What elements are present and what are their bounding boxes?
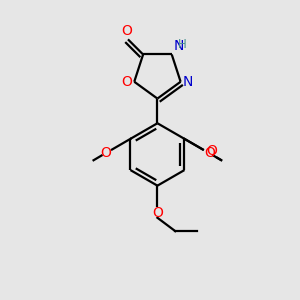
Text: O: O <box>121 24 132 38</box>
Text: H: H <box>178 38 187 51</box>
Text: O: O <box>122 75 132 89</box>
Text: O: O <box>152 206 163 220</box>
Text: O: O <box>100 146 111 161</box>
Text: N: N <box>173 39 184 53</box>
Text: N: N <box>183 75 193 89</box>
Text: O: O <box>207 144 218 158</box>
Text: O: O <box>204 146 215 161</box>
